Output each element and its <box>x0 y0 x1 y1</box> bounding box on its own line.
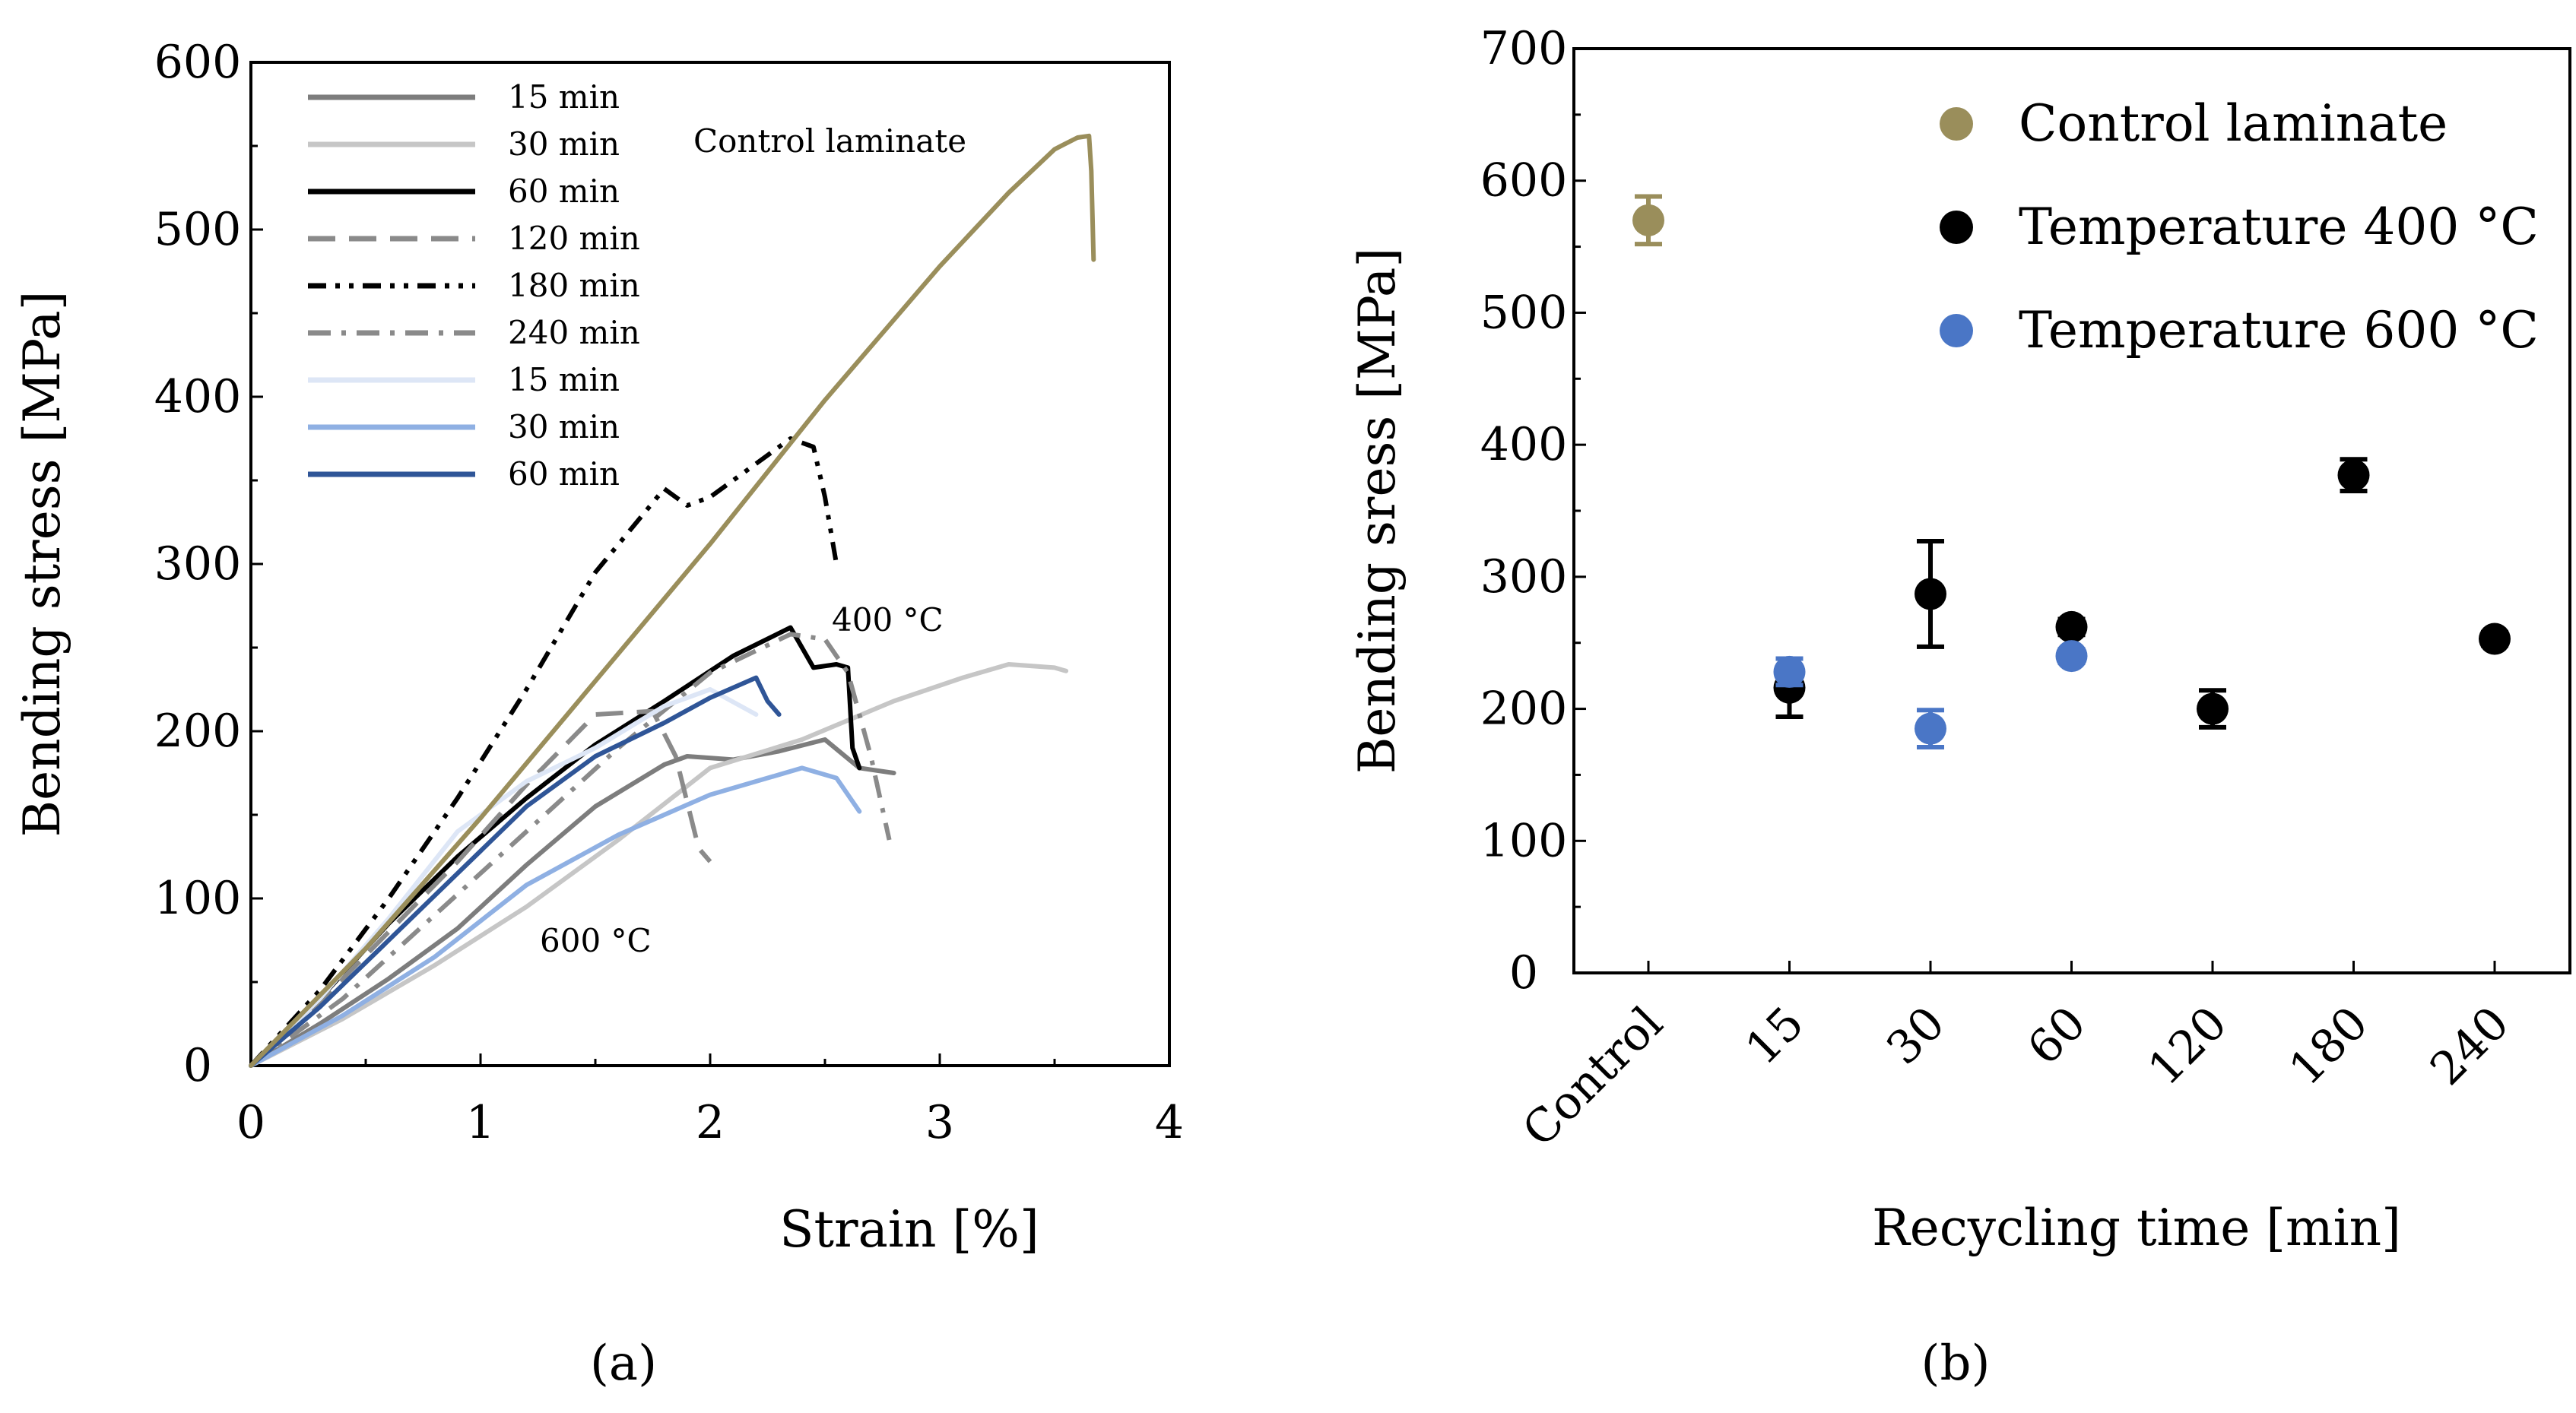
legend-label-a: 30 min <box>508 125 620 163</box>
series-line-400c-180min <box>249 436 839 1068</box>
series-line-600c-60min <box>249 675 782 1068</box>
panel-label-b: (b) <box>1921 1335 1991 1392</box>
ytick-label-b: 600 <box>1480 154 1568 208</box>
series-line-400c-30min <box>249 662 1069 1068</box>
plot-b-xlabel: Recycling time [min] <box>1872 1199 2401 1257</box>
panel-label-a: (a) <box>590 1335 657 1392</box>
ytick-label-a: 500 <box>154 203 242 256</box>
plot-a-ticks: 0 100 200 300 400 500 600 0 1 2 3 4 <box>154 36 1184 1149</box>
ytick-label-a: 200 <box>154 705 242 758</box>
plot-a-series <box>249 133 1096 1068</box>
legend-label-a: 240 min <box>508 314 640 351</box>
legend-marker-b <box>1940 211 1973 244</box>
xtick-label-a: 1 <box>466 1096 495 1149</box>
series-line-600c-30min <box>249 765 862 1068</box>
plot-a-xlabel: Strain [%] <box>779 1200 1039 1259</box>
panel-a: 0 100 200 300 400 500 600 0 1 2 3 4 15 min 30 min 60 … <box>13 36 1184 1392</box>
legend-label-a: 15 min <box>508 361 620 398</box>
xtick-label-a: 4 <box>1155 1096 1184 1149</box>
ytick-label-b: 500 <box>1480 286 1568 339</box>
xtick-label-b: 15 <box>1736 996 1814 1075</box>
ytick-label-a: 600 <box>154 36 242 89</box>
plot-b-series <box>1632 194 2511 749</box>
annotation-600c: 600 °C <box>540 922 652 959</box>
ytick-label-a: 400 <box>154 370 242 423</box>
xtick-label-b: 120 <box>2138 996 2237 1095</box>
data-point <box>1915 578 1946 610</box>
ytick-label-b: 100 <box>1480 814 1568 867</box>
legend-label-b: Temperature 400 °C <box>2019 198 2539 256</box>
ytick-label-b: 300 <box>1480 550 1568 604</box>
plot-b-ticks: 0 100 200 300 400 500 600 700 Control 15 30 60 120 18… <box>1480 22 2520 1157</box>
xtick-label-b: 30 <box>1876 996 1955 1075</box>
plot-b-ylabel: Bending sress [MPa] <box>1348 248 1407 774</box>
xtick-label-a: 3 <box>925 1096 954 1149</box>
ytick-label-b: 700 <box>1480 22 1568 75</box>
legend-label-b: Temperature 600 °C <box>2019 301 2539 360</box>
series-line-400c-240min <box>249 632 892 1068</box>
data-point <box>1632 204 1664 236</box>
ytick-label-a: 100 <box>154 872 242 925</box>
ytick-label-a: 300 <box>154 537 242 591</box>
ytick-label-b: 0 <box>1509 946 1538 1000</box>
data-point <box>1773 655 1806 688</box>
panel-b: 0 100 200 300 400 500 600 700 Control 15 30 60 120 18… <box>1348 22 2571 1392</box>
ytick-label-b: 400 <box>1480 418 1568 471</box>
xtick-label-b: 60 <box>2018 996 2096 1075</box>
data-point <box>2479 623 2511 655</box>
legend-label-a: 60 min <box>508 173 620 210</box>
data-point <box>1915 712 1946 745</box>
xtick-label-b: 180 <box>2279 996 2378 1095</box>
series-line-control <box>249 133 1096 1068</box>
legend-label-a: 60 min <box>508 455 620 493</box>
legend-label-b: Control laminate <box>2019 94 2448 153</box>
legend-label-a: 120 min <box>508 220 640 257</box>
ytick-label-a: 0 <box>183 1039 212 1092</box>
xtick-label-a: 0 <box>236 1096 265 1149</box>
annotation-control-laminate: Control laminate <box>693 122 966 160</box>
xtick-label-b: Control <box>1512 996 1673 1157</box>
legend-label-a: 180 min <box>508 267 640 304</box>
legend-marker-b <box>1940 107 1973 141</box>
series-line-400c-120min <box>249 708 712 1068</box>
data-point <box>2337 459 2370 492</box>
data-point <box>2055 640 2088 673</box>
legend-label-a: 15 min <box>508 78 620 116</box>
series-line-400c-15min <box>249 737 896 1068</box>
annotation-400c: 400 °C <box>832 601 944 638</box>
plot-b-legend: Control laminate Temperature 400 °C Temper… <box>1940 94 2539 360</box>
plot-b-frame <box>1572 47 2571 974</box>
data-point <box>2055 610 2088 643</box>
xtick-label-b: 240 <box>2420 996 2519 1095</box>
data-point <box>2197 692 2229 725</box>
xtick-label-a: 2 <box>696 1096 725 1149</box>
series-line-600c-15min <box>249 687 759 1068</box>
plot-a-legend: 15 min 30 min 60 min 120 min 180 min 240 min 1… <box>308 78 640 493</box>
ytick-label-b: 200 <box>1480 683 1568 736</box>
legend-label-a: 30 min <box>508 408 620 445</box>
legend-marker-b <box>1940 314 1973 347</box>
plot-a-ylabel: Bending stress [MPa] <box>13 291 71 838</box>
